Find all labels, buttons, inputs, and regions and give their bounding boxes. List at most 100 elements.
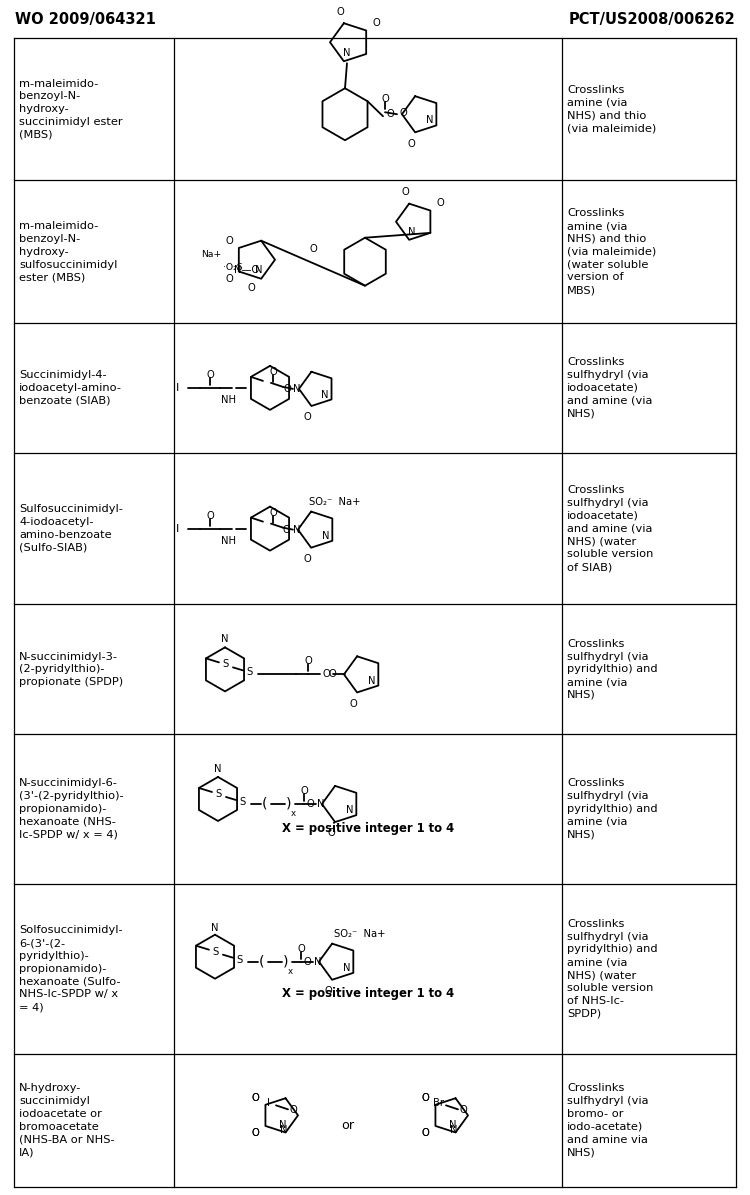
Text: N-hydroxy-
succinimidyl
iodoacetate or
bromoacetate
(NHS-BA or NHS-
IA): N-hydroxy- succinimidyl iodoacetate or b… bbox=[19, 1084, 115, 1158]
Text: N: N bbox=[343, 963, 350, 973]
Text: Sulfosuccinimidyl-
4-iodoacetyl-
amino-benzoate
(Sulfo-SIAB): Sulfosuccinimidyl- 4-iodoacetyl- amino-b… bbox=[19, 504, 123, 553]
Text: N: N bbox=[279, 1120, 286, 1129]
Text: N: N bbox=[322, 531, 329, 541]
Text: X = positive integer 1 to 4: X = positive integer 1 to 4 bbox=[282, 987, 454, 1000]
Text: S: S bbox=[216, 789, 222, 799]
Text: O: O bbox=[297, 944, 304, 954]
Text: O: O bbox=[386, 109, 394, 120]
Text: S: S bbox=[213, 946, 219, 957]
Text: O: O bbox=[252, 1092, 260, 1103]
Text: Crosslinks
sulfhydryl (via
pyridylthio) and
amine (via
NHS): Crosslinks sulfhydryl (via pyridylthio) … bbox=[567, 639, 658, 700]
Text: I: I bbox=[266, 1098, 269, 1108]
Text: O: O bbox=[381, 94, 388, 104]
Text: O: O bbox=[269, 367, 277, 376]
Text: PCT/US2008/006262: PCT/US2008/006262 bbox=[568, 12, 735, 27]
Text: Crosslinks
amine (via
NHS) and thio
(via maleimide)
(water soluble
version of
MB: Crosslinks amine (via NHS) and thio (via… bbox=[567, 208, 656, 295]
Text: N: N bbox=[449, 1120, 457, 1129]
Text: N: N bbox=[450, 1126, 458, 1135]
Text: N: N bbox=[368, 675, 375, 686]
Text: NH: NH bbox=[220, 394, 236, 405]
Text: Na+: Na+ bbox=[201, 250, 221, 259]
Text: S: S bbox=[247, 667, 253, 678]
Text: O: O bbox=[401, 188, 410, 197]
Text: O: O bbox=[306, 799, 314, 809]
Text: N: N bbox=[343, 48, 350, 57]
Text: O: O bbox=[290, 1105, 297, 1115]
Text: N: N bbox=[293, 384, 301, 394]
Text: O: O bbox=[225, 274, 233, 283]
Text: O: O bbox=[325, 986, 332, 997]
Text: O: O bbox=[372, 18, 380, 29]
Text: N: N bbox=[280, 1126, 287, 1135]
Text: N: N bbox=[346, 805, 353, 815]
Text: N: N bbox=[221, 635, 229, 644]
Text: Crosslinks
amine (via
NHS) and thio
(via maleimide): Crosslinks amine (via NHS) and thio (via… bbox=[567, 85, 656, 134]
Text: O: O bbox=[459, 1105, 466, 1115]
Text: SO₂⁻  Na+: SO₂⁻ Na+ bbox=[334, 929, 386, 939]
Text: O: O bbox=[283, 384, 291, 394]
Text: SO₂⁻  Na+: SO₂⁻ Na+ bbox=[309, 497, 361, 507]
Text: O: O bbox=[309, 244, 317, 255]
Text: m-maleimido-
benzoyl-N-
hydroxy-
sulfosuccinimidyl
ester (MBS): m-maleimido- benzoyl-N- hydroxy- sulfosu… bbox=[19, 221, 117, 282]
Text: N: N bbox=[293, 525, 301, 534]
Text: N: N bbox=[211, 923, 219, 932]
Text: O: O bbox=[252, 1128, 260, 1138]
Text: N: N bbox=[214, 764, 222, 774]
Text: O: O bbox=[422, 1128, 430, 1138]
Text: m-maleimido-
benzoyl-N-
hydroxy-
succinimidyl ester
(MBS): m-maleimido- benzoyl-N- hydroxy- succini… bbox=[19, 79, 123, 140]
Text: ): ) bbox=[286, 797, 292, 811]
Text: O: O bbox=[336, 7, 344, 17]
Text: N-succinimidyl-3-
(2-pyridylthio)-
propionate (SPDP): N-succinimidyl-3- (2-pyridylthio)- propi… bbox=[19, 651, 123, 687]
Text: O: O bbox=[303, 957, 310, 967]
Text: O: O bbox=[399, 109, 406, 118]
Text: O: O bbox=[252, 1092, 260, 1103]
Text: O: O bbox=[407, 139, 416, 148]
Text: N: N bbox=[408, 227, 416, 237]
Text: O: O bbox=[304, 412, 311, 422]
Text: O: O bbox=[300, 786, 307, 796]
Text: Crosslinks
sulfhydryl (via
pyridylthio) and
amine (via
NHS) (water
soluble versi: Crosslinks sulfhydryl (via pyridylthio) … bbox=[567, 919, 658, 1018]
Text: O: O bbox=[206, 510, 214, 521]
Text: O: O bbox=[422, 1128, 430, 1138]
Text: S: S bbox=[240, 797, 246, 807]
Text: O: O bbox=[282, 525, 290, 534]
Text: O: O bbox=[350, 699, 357, 709]
Text: Crosslinks
sulfhydryl (via
iodoacetate)
and amine (via
NHS): Crosslinks sulfhydryl (via iodoacetate) … bbox=[567, 357, 652, 418]
Text: x: x bbox=[290, 809, 296, 819]
Text: NH: NH bbox=[220, 535, 236, 546]
Text: Succinimidyl-4-
iodoacetyl-amino-
benzoate (SIAB): Succinimidyl-4- iodoacetyl-amino- benzoa… bbox=[19, 370, 122, 405]
Text: ·O₂S: ·O₂S bbox=[224, 263, 243, 272]
Text: O: O bbox=[304, 554, 311, 564]
Text: O: O bbox=[422, 1092, 430, 1103]
Text: Crosslinks
sulfhydryl (via
pyridylthio) and
amine (via
NHS): Crosslinks sulfhydryl (via pyridylthio) … bbox=[567, 778, 658, 840]
Text: O: O bbox=[269, 508, 277, 517]
Text: N: N bbox=[321, 390, 328, 399]
Text: S: S bbox=[237, 955, 243, 964]
Text: N-succinimidyl-6-
(3'-(2-pyridylthio)-
propionamido)-
hexanoate (NHS-
Ic-SPDP w/: N-succinimidyl-6- (3'-(2-pyridylthio)- p… bbox=[19, 778, 124, 840]
Text: O: O bbox=[436, 198, 444, 208]
Text: N: N bbox=[255, 265, 262, 275]
Text: O: O bbox=[304, 656, 312, 667]
Text: Solfosuccinimidyl-
6-(3'-(2-
pyridylthio)-
propionamido)-
hexanoate (Sulfo-
NHS-: Solfosuccinimidyl- 6-(3'-(2- pyridylthio… bbox=[19, 925, 123, 1012]
Text: O: O bbox=[328, 828, 335, 839]
Text: O: O bbox=[225, 235, 233, 246]
Text: Crosslinks
sulfhydryl (via
bromo- or
iodo-acetate)
and amine via
NHS): Crosslinks sulfhydryl (via bromo- or iod… bbox=[567, 1084, 649, 1158]
Text: O: O bbox=[206, 370, 214, 380]
Text: Br: Br bbox=[433, 1098, 443, 1108]
Text: S: S bbox=[223, 660, 229, 669]
Text: N—O: N—O bbox=[234, 265, 260, 275]
Text: O: O bbox=[328, 669, 336, 680]
Text: x: x bbox=[287, 967, 292, 976]
Text: N: N bbox=[317, 799, 325, 809]
Text: Crosslinks
sulfhydryl (via
iodoacetate)
and amine (via
NHS) (water
soluble versi: Crosslinks sulfhydryl (via iodoacetate) … bbox=[567, 485, 653, 572]
Text: O: O bbox=[252, 1128, 260, 1138]
Text: WO 2009/064321: WO 2009/064321 bbox=[15, 12, 156, 27]
Text: N: N bbox=[314, 957, 322, 967]
Text: O: O bbox=[248, 283, 255, 293]
Text: or: or bbox=[341, 1119, 355, 1132]
Text: N: N bbox=[426, 116, 433, 125]
Text: I: I bbox=[176, 382, 180, 393]
Text: I: I bbox=[176, 523, 180, 534]
Text: O: O bbox=[422, 1092, 430, 1103]
Text: (: ( bbox=[260, 955, 265, 969]
